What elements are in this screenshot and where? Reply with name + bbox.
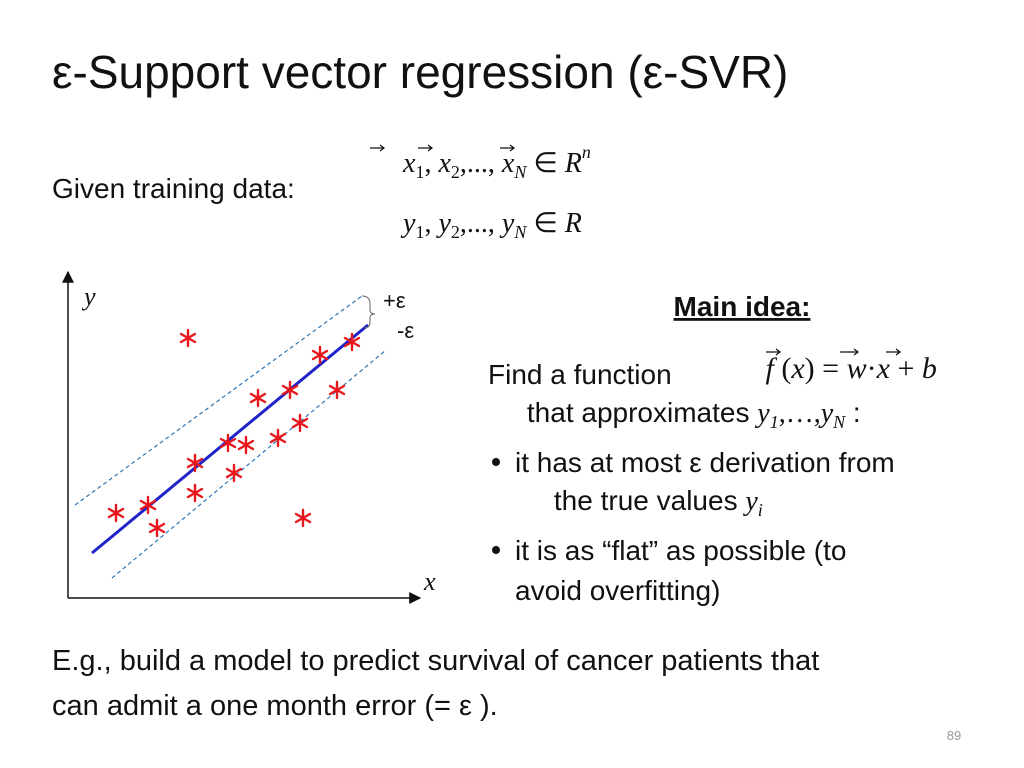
text-part: y — [742, 486, 758, 517]
text-part: 1 — [415, 222, 424, 242]
text-part: R — [564, 208, 582, 239]
text-part: b — [922, 352, 937, 385]
text-part: ∈ — [526, 148, 564, 179]
text-part: x — [790, 352, 805, 385]
example-text: E.g., build a model to predict survival … — [52, 645, 819, 677]
text-part: R — [564, 148, 582, 179]
text-part: y — [435, 208, 451, 239]
text-part: y — [818, 398, 834, 429]
lower-margin-line — [111, 349, 387, 579]
text-part: i — [758, 500, 763, 520]
function-formula: f (x) = w·x + b — [728, 352, 959, 385]
bullet-text: the true values yi — [515, 485, 786, 522]
vector-arrows — [370, 144, 515, 152]
data-points — [107, 328, 361, 538]
regression-line — [91, 323, 369, 555]
text-part: that approximates — [527, 397, 757, 428]
text-part: · — [867, 352, 877, 385]
lower-margin-label: -ε — [397, 318, 414, 343]
text-part: , — [424, 148, 438, 179]
main-idea-heading: Main idea: — [674, 291, 811, 322]
text-part: x — [501, 148, 515, 179]
input-formula: x1, x2,..., xN ∈ Rn — [368, 134, 612, 182]
slide-title: ε-Support vector regression (ε-SVR) — [52, 46, 788, 98]
upper-margin-line — [74, 295, 363, 506]
bullet — [492, 458, 500, 466]
text-part: w — [847, 352, 867, 385]
text-part: N — [832, 412, 846, 432]
text-part: N — [513, 222, 527, 242]
bullet-text: it has at most ε derivation from — [515, 447, 895, 478]
text-part: N — [513, 162, 527, 182]
target-formula: y1, y2,..., yN ∈ R — [368, 208, 603, 242]
page-number: 89 — [947, 728, 961, 743]
text-part: y — [499, 208, 515, 239]
text-part: : — [845, 397, 861, 428]
text-part: = — [815, 352, 847, 385]
example-text: can admit a one month error (= ε ). — [52, 690, 498, 722]
training-label: Given training data: — [52, 173, 295, 204]
text-part: n — [582, 142, 591, 162]
text-part: 2 — [451, 162, 460, 182]
bullet — [492, 546, 500, 554]
text-part: 1 — [415, 162, 424, 182]
svr-plot: y x +ε -ε — [62, 270, 436, 604]
text-part: ( — [774, 352, 792, 385]
y-axis-label: y — [81, 282, 96, 311]
upper-margin-label: +ε — [383, 288, 406, 313]
text-part: x — [876, 352, 891, 385]
approximates-text: that approximates y1,…,yN : — [488, 397, 884, 432]
function-vector-arrows — [766, 348, 901, 356]
text-part: the true values — [554, 485, 745, 516]
intro-text: Find a function — [488, 359, 672, 390]
text-part: , — [424, 208, 438, 239]
bullet-text: it is as “flat” as possible (to — [515, 535, 846, 566]
text-part: ,…, — [779, 398, 821, 429]
text-part: x — [402, 148, 416, 179]
text-part: 1 — [770, 412, 779, 432]
text-part: y — [754, 398, 770, 429]
text-part: x — [437, 148, 451, 179]
text-part: ,..., — [460, 148, 502, 179]
text-part: 2 — [451, 222, 460, 242]
text-part: + — [890, 352, 922, 385]
text-part: y — [400, 208, 416, 239]
text-part: ∈ — [526, 208, 564, 239]
x-axis-label: x — [423, 567, 436, 596]
epsilon-bracket — [361, 295, 376, 329]
text-part: ,..., — [460, 208, 502, 239]
text-part: ) — [805, 352, 815, 385]
bullet-text: avoid overfitting) — [515, 575, 720, 606]
